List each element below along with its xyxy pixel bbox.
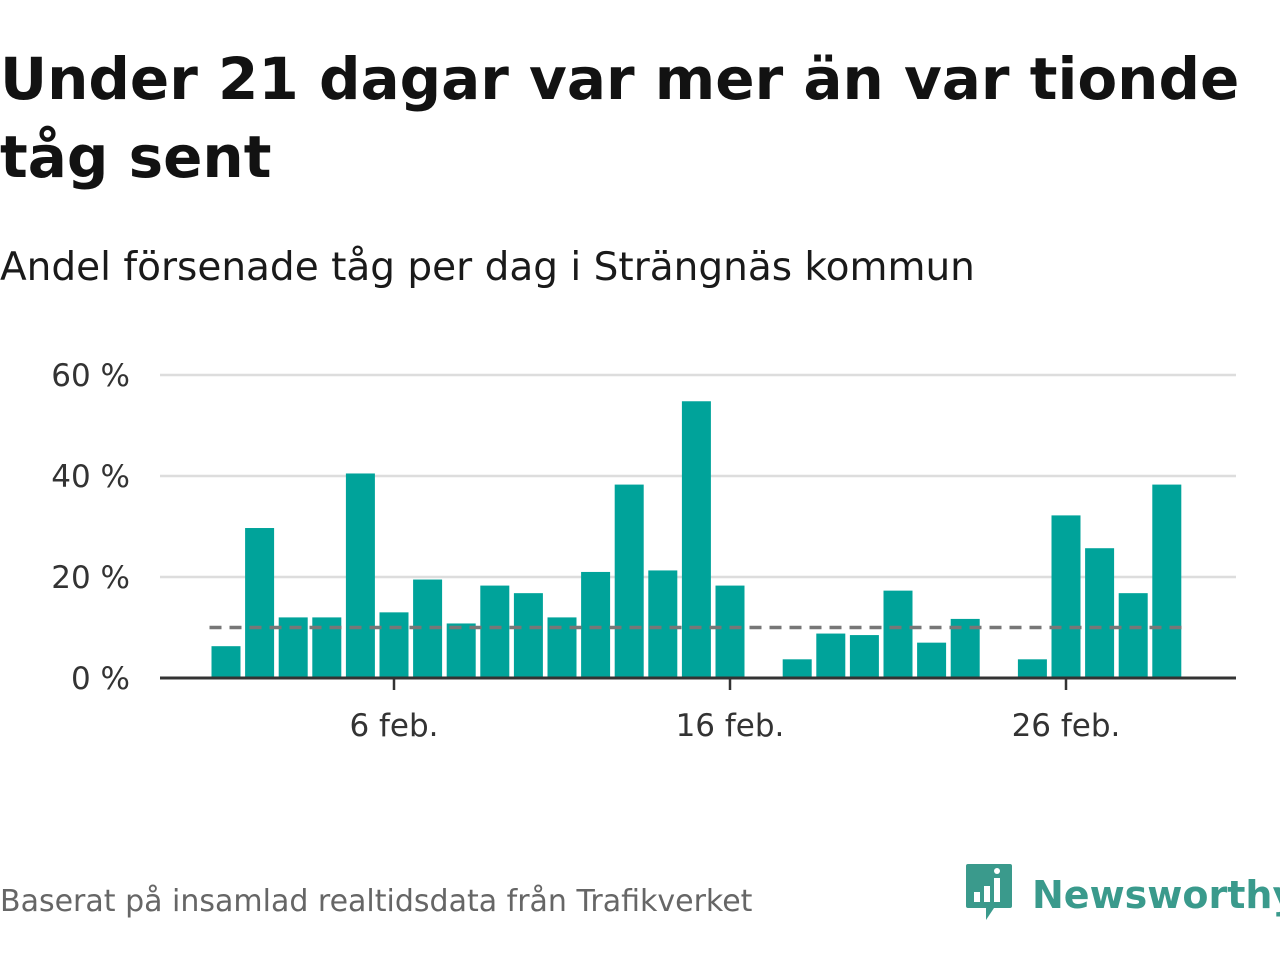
bar	[513, 593, 543, 678]
bar	[245, 528, 275, 678]
y-tick-label: 0 %	[71, 661, 130, 697]
bar-chart: 0 % 20 % 40 % 60 % 6 feb. 16 feb. 26 feb.	[51, 358, 1236, 744]
brand-logo: Newsworthy	[964, 862, 1280, 928]
bar	[614, 484, 644, 678]
brand-name: Newsworthy	[1032, 873, 1280, 917]
bar	[1017, 659, 1047, 678]
bar	[480, 585, 510, 678]
bar	[211, 646, 241, 678]
bar	[1152, 484, 1182, 678]
bar	[917, 642, 947, 678]
bar	[1085, 548, 1115, 678]
bar	[715, 585, 745, 678]
y-tick-label: 20 %	[51, 560, 130, 596]
bar	[816, 633, 846, 678]
x-tick-label: 6 feb.	[349, 708, 438, 744]
bar	[1051, 515, 1081, 678]
newsworthy-logo-icon	[964, 862, 1014, 928]
bars	[211, 401, 1182, 678]
source-note: Baserat på insamlad realtidsdata från Tr…	[0, 884, 753, 919]
bar	[883, 590, 913, 678]
y-tick-label: 60 %	[51, 358, 130, 394]
x-tick-label: 16 feb.	[676, 708, 785, 744]
bar	[446, 623, 476, 678]
bar	[849, 635, 879, 678]
x-tick-label: 26 feb.	[1012, 708, 1121, 744]
bar	[345, 473, 375, 678]
chart-subtitle: Andel försenade tåg per dag i Strängnäs …	[0, 245, 975, 290]
chart-title: Under 21 dagar var mer än var tionde tåg…	[0, 45, 1240, 191]
bar	[379, 612, 409, 678]
x-axis: 6 feb. 16 feb. 26 feb.	[160, 676, 1236, 744]
y-axis-labels: 0 % 20 % 40 % 60 %	[51, 358, 130, 697]
bar	[648, 570, 678, 678]
bar	[581, 571, 611, 678]
bar	[1118, 593, 1148, 678]
y-tick-label: 40 %	[51, 459, 130, 495]
bar	[782, 659, 812, 678]
bar	[681, 401, 711, 678]
